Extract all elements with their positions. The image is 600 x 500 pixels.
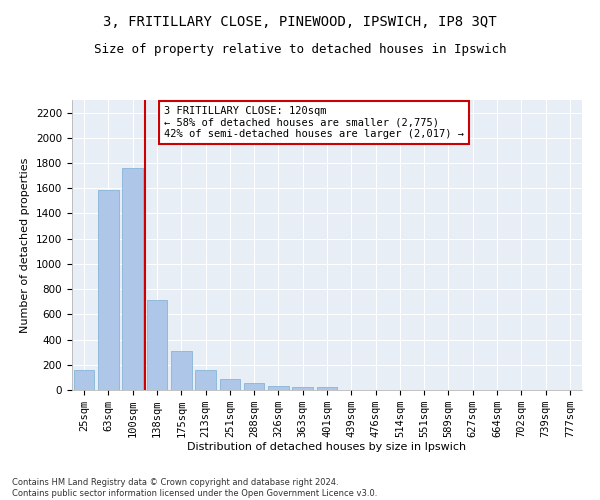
Bar xyxy=(220,378,240,390)
Bar xyxy=(268,386,289,390)
Bar xyxy=(292,387,313,390)
Text: Contains HM Land Registry data © Crown copyright and database right 2024.
Contai: Contains HM Land Registry data © Crown c… xyxy=(12,478,377,498)
Bar xyxy=(98,190,119,390)
Bar xyxy=(244,383,265,390)
Bar xyxy=(171,351,191,390)
Text: 3, FRITILLARY CLOSE, PINEWOOD, IPSWICH, IP8 3QT: 3, FRITILLARY CLOSE, PINEWOOD, IPSWICH, … xyxy=(103,15,497,29)
Bar xyxy=(74,370,94,390)
Text: Size of property relative to detached houses in Ipswich: Size of property relative to detached ho… xyxy=(94,42,506,56)
Bar xyxy=(122,168,143,390)
Bar xyxy=(195,370,216,390)
Text: Distribution of detached houses by size in Ipswich: Distribution of detached houses by size … xyxy=(187,442,467,452)
Bar xyxy=(146,300,167,390)
Bar xyxy=(317,388,337,390)
Y-axis label: Number of detached properties: Number of detached properties xyxy=(20,158,31,332)
Text: 3 FRITILLARY CLOSE: 120sqm
← 58% of detached houses are smaller (2,775)
42% of s: 3 FRITILLARY CLOSE: 120sqm ← 58% of deta… xyxy=(164,106,464,139)
